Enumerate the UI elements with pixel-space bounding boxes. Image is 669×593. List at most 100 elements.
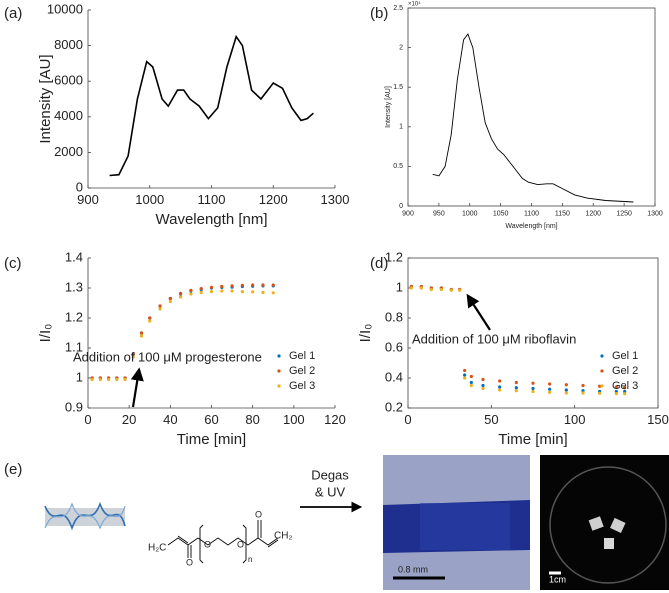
data-point — [179, 295, 183, 299]
data-point — [581, 389, 585, 393]
chem-label: O — [237, 539, 244, 549]
x-tick-label: 1000 — [462, 210, 478, 217]
y-tick-label: 10000 — [47, 1, 83, 16]
data-point — [158, 307, 162, 311]
y-tick-label: 2.5 — [393, 5, 403, 12]
dark-photo — [540, 455, 669, 590]
legend-label: Gel 2 — [612, 365, 638, 377]
data-point — [189, 292, 193, 296]
x-tick-label: 900 — [402, 210, 414, 217]
legend-marker — [600, 384, 604, 388]
hydrogel-helix — [44, 501, 126, 531]
legend-marker — [600, 369, 604, 373]
x-tick-label: 40 — [163, 412, 177, 427]
y-tick-label: 1.1 — [65, 339, 83, 354]
x-tick-label: 1050 — [493, 210, 509, 217]
legend-label: Gel 1 — [289, 350, 315, 362]
data-line — [109, 34, 314, 177]
data-point — [189, 288, 193, 292]
y-axis-label: I/I₀ — [357, 324, 374, 343]
data-point — [409, 286, 413, 290]
data-point — [623, 392, 627, 396]
x-tick-label: 1300 — [647, 210, 663, 217]
x-tick-label: 1250 — [616, 210, 632, 217]
annotation: Addition of 100 μM progesterone — [73, 349, 262, 364]
legend-marker — [277, 384, 281, 388]
data-point — [581, 383, 585, 388]
data-point — [199, 290, 203, 295]
y-tick-label: 0.5 — [393, 163, 403, 170]
data-point — [148, 316, 152, 320]
chem-label: O — [204, 539, 211, 549]
legend-label: Gel 3 — [289, 380, 315, 392]
data-point — [531, 381, 535, 385]
data-point — [498, 388, 502, 392]
data-point — [98, 377, 102, 382]
chem-label: O — [186, 557, 193, 567]
panel-label: (a) — [4, 5, 22, 22]
legend-marker — [600, 354, 604, 358]
data-point — [230, 284, 234, 288]
data-point — [548, 382, 552, 386]
chem-label: CH₂ — [274, 531, 292, 542]
panel-label: (d) — [370, 255, 388, 272]
data-point — [449, 288, 453, 292]
legend-label: Gel 2 — [289, 365, 315, 377]
axis-multiplier: ×10⁴ — [408, 1, 421, 8]
chem-label: O — [255, 509, 262, 519]
data-point — [168, 299, 172, 304]
data-point — [514, 386, 518, 390]
data-point — [598, 384, 602, 388]
y-tick-label: 2 — [399, 44, 403, 51]
data-point — [469, 383, 473, 388]
data-point — [90, 377, 94, 382]
y-axis-label: Intensity [AU] — [385, 86, 392, 128]
data-point — [581, 391, 585, 395]
data-point — [564, 388, 568, 392]
x-tick-label: 1100 — [524, 210, 539, 217]
data-point — [209, 285, 214, 289]
legend-marker — [277, 369, 281, 373]
axes-box — [407, 7, 656, 207]
data-point — [251, 283, 255, 287]
data-point — [548, 390, 552, 394]
y-tick-label: 1.2 — [65, 309, 83, 324]
data-point — [514, 380, 518, 385]
data-point — [614, 392, 618, 396]
data-point — [220, 284, 224, 289]
data-point — [209, 290, 214, 294]
chem-label: n — [248, 555, 252, 564]
data-point — [531, 389, 535, 394]
data-point — [139, 334, 144, 338]
step-label: Degas — [311, 467, 349, 482]
data-point — [498, 379, 502, 383]
y-tick-label: 0.4 — [385, 369, 403, 384]
data-point — [458, 288, 462, 292]
y-tick-label: 0.9 — [65, 399, 83, 414]
chemical-structure — [167, 520, 279, 564]
y-tick-label: 6000 — [54, 73, 83, 88]
annotation: Addition of 100 μM riboflavin — [412, 331, 576, 346]
data-point — [271, 283, 275, 287]
data-point — [251, 290, 255, 294]
y-axis-label: I/I₀ — [37, 324, 54, 343]
x-tick-label: 1100 — [198, 192, 226, 207]
y-tick-label: 0.6 — [385, 339, 403, 354]
x-tick-label: 900 — [77, 192, 99, 207]
y-tick-label: 1.3 — [65, 279, 83, 294]
x-tick-label: 1300 — [321, 192, 350, 207]
y-tick-label: 1 — [399, 124, 403, 131]
data-point — [199, 287, 203, 291]
data-point — [463, 373, 467, 377]
data-point — [429, 287, 433, 292]
x-tick-label: 0 — [404, 412, 411, 427]
y-tick-label: 1 — [76, 369, 83, 384]
data-point — [261, 283, 265, 287]
annotation-arrow — [466, 293, 491, 331]
blue-photo — [383, 455, 530, 590]
data-point — [230, 289, 234, 293]
data-point — [514, 389, 518, 393]
x-tick-label: 50 — [484, 412, 498, 427]
y-tick-label: 0 — [76, 179, 83, 194]
x-axis-label: Wavelength [nm] — [505, 223, 557, 230]
